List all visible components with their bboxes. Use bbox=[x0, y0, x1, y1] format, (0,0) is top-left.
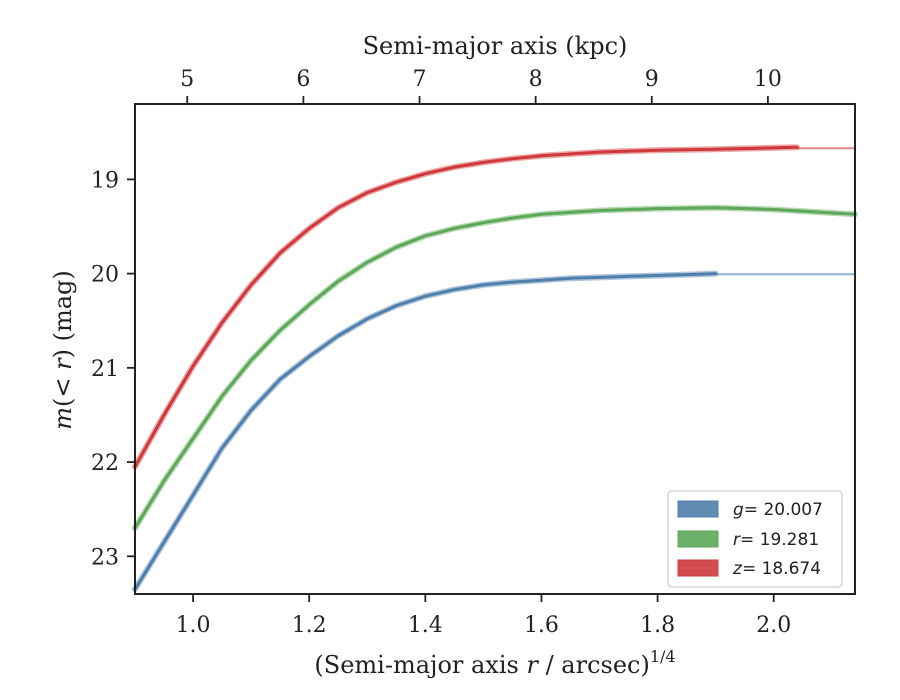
y-axis-title-unit: ) (mag) bbox=[49, 270, 77, 358]
x-axis-title-suffix: / arcsec) bbox=[538, 651, 650, 679]
legend-label-var: g bbox=[733, 500, 744, 520]
y-tick-label: 20 bbox=[91, 263, 119, 288]
plot-frame bbox=[134, 103, 856, 595]
y-tick-label: 21 bbox=[91, 357, 119, 382]
top-x-tick-label: 9 bbox=[645, 67, 659, 92]
series-g-line bbox=[133, 272, 718, 591]
legend-label-value: = 20.007 bbox=[744, 500, 823, 520]
y-axis-title-var-r: r bbox=[49, 357, 77, 370]
legend-swatch-z bbox=[677, 559, 719, 577]
x-axis-title-exponent: 1/4 bbox=[650, 647, 676, 666]
y-tick-label: 23 bbox=[91, 545, 119, 570]
legend-swatch-r bbox=[677, 530, 719, 548]
y-axis-title-var-m: m bbox=[49, 407, 77, 430]
legend-label-value: = 18.674 bbox=[742, 559, 821, 579]
legend-label-z: z= 18.674 bbox=[732, 559, 821, 579]
y-axis-title-open: (< bbox=[49, 370, 77, 407]
top-x-tick-label: 6 bbox=[296, 67, 310, 92]
legend-label-var: z bbox=[732, 559, 743, 579]
x-axis-title: (Semi-major axis r / arcsec)1/4 bbox=[314, 647, 675, 679]
series-r-band bbox=[132, 204, 858, 531]
legend-label-r: r= 19.281 bbox=[733, 530, 819, 550]
x-axis-title-prefix: (Semi-major axis bbox=[314, 651, 526, 679]
y-tick-label: 19 bbox=[91, 168, 119, 193]
legend-swatch-g bbox=[677, 500, 719, 518]
top-x-tick-label: 8 bbox=[529, 67, 543, 92]
top-x-tick-label: 5 bbox=[180, 67, 194, 92]
y-tick-label: 22 bbox=[91, 451, 119, 476]
x-tick-label: 1.4 bbox=[408, 613, 443, 638]
legend-label-var: r bbox=[733, 530, 741, 550]
top-x-axis-title: Semi-major axis (kpc) bbox=[363, 32, 628, 60]
x-tick-label: 1.0 bbox=[176, 613, 211, 638]
top-x-tick-label: 7 bbox=[413, 67, 427, 92]
legend-label-g: g= 20.007 bbox=[733, 500, 823, 520]
x-tick-label: 2.0 bbox=[756, 613, 791, 638]
series-z-line bbox=[133, 145, 799, 469]
y-axis-title: m(< r) (mag) bbox=[49, 270, 77, 430]
legend-label-value: = 19.281 bbox=[740, 530, 819, 550]
series-r-line bbox=[133, 206, 857, 530]
x-tick-label: 1.6 bbox=[524, 613, 559, 638]
x-tick-label: 1.8 bbox=[640, 613, 675, 638]
x-axis-title-var: r bbox=[526, 651, 539, 679]
ticks-layer: 1.0 1.2 1.4 1.6 1.8 2.0 19 20 21 22 23 5 6 7 8 9 10 bbox=[91, 67, 791, 638]
series-layer bbox=[132, 144, 858, 593]
top-x-tick-label: 10 bbox=[754, 67, 782, 92]
x-tick-label: 1.2 bbox=[292, 613, 327, 638]
